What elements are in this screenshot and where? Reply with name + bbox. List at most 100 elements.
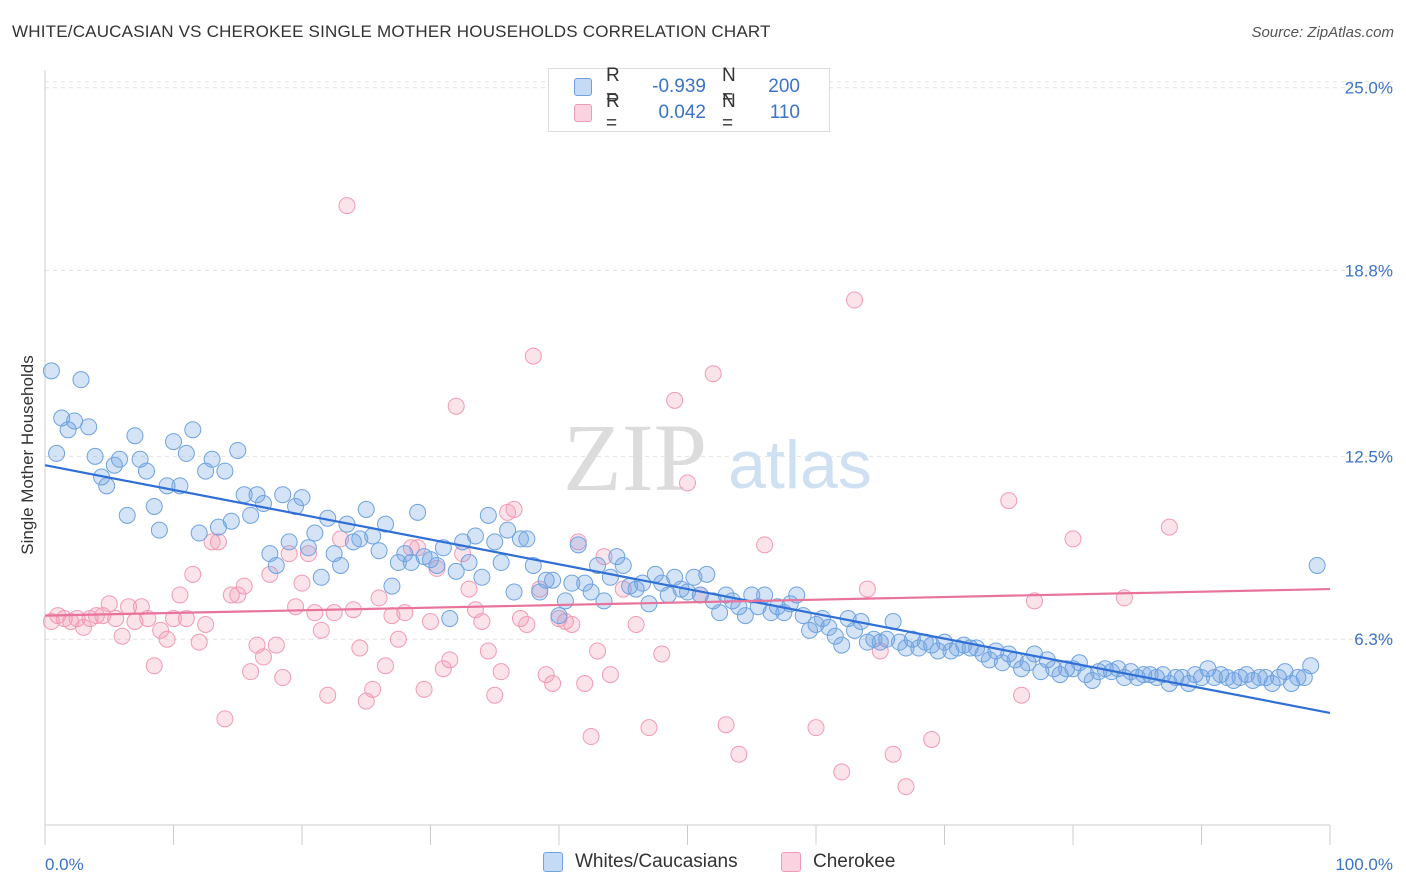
whites-point [190, 524, 208, 542]
whites-point [370, 542, 388, 560]
whites-point [267, 556, 285, 574]
cherokee-point [274, 669, 292, 687]
series-swatch-pink [781, 852, 801, 872]
cherokee-point [544, 674, 562, 692]
whites-point [280, 533, 298, 551]
whites-point [524, 556, 542, 574]
whites-point [903, 630, 921, 648]
whites-point [711, 604, 729, 622]
cherokee-point [524, 347, 542, 365]
whites-point [274, 486, 292, 504]
legend-swatch-blue [574, 78, 592, 96]
whites-point [111, 450, 129, 468]
cherokee-point [1000, 492, 1018, 510]
whites-point [1083, 671, 1101, 689]
whites-point [332, 556, 350, 574]
whites-point [627, 580, 645, 598]
whites-point [486, 533, 504, 551]
whites-point [377, 515, 395, 533]
whites-point [248, 486, 266, 504]
whites-point [980, 651, 998, 669]
series-legend-whites[interactable]: Whites/Caucasians [543, 851, 738, 873]
cherokee-point [582, 728, 600, 746]
cherokee-point [377, 657, 395, 675]
whites-point [428, 556, 446, 574]
whites-point [685, 568, 703, 586]
whites-point [563, 574, 581, 592]
cherokee-point [158, 630, 176, 648]
cherokee-point [595, 548, 613, 566]
cherokee-point [858, 580, 876, 598]
whites-point [826, 627, 844, 645]
cherokee-point [254, 648, 272, 666]
y-tick-label: 25.0% [1345, 79, 1393, 98]
cherokee-point [75, 618, 93, 636]
watermark: ZIP atlas [563, 404, 872, 511]
legend-r-value: 0.042 [658, 102, 706, 123]
cherokee-point [113, 627, 131, 645]
cherokee-point [229, 586, 247, 604]
legend-n-value: 200 [768, 76, 800, 97]
whites-point [1154, 666, 1172, 684]
whites-point [589, 556, 607, 574]
cherokee-point [434, 660, 452, 678]
legend-n-label: N = [722, 91, 736, 134]
cherokee-point [197, 615, 215, 633]
cherokee-point [332, 530, 350, 548]
cherokee-point [299, 545, 317, 563]
cherokee-point [306, 604, 324, 622]
whites-point [833, 636, 851, 654]
whites-point [569, 536, 587, 554]
cherokee-point [884, 745, 902, 763]
whites-point [460, 554, 478, 572]
cherokee-point [203, 533, 221, 551]
whites-point [242, 506, 260, 524]
whites-point [80, 418, 98, 436]
cherokee-point [537, 666, 555, 684]
legend-row-whites: R = -0.939 N = 200 [574, 65, 800, 108]
whites-point [1193, 669, 1210, 687]
series-legend-cherokee[interactable]: Cherokee [781, 851, 895, 873]
whites-point [492, 554, 510, 572]
cherokee-trend-line [44, 587, 1331, 617]
series-label-cherokee: Cherokee [813, 851, 896, 872]
whites-point [306, 524, 324, 542]
whites-point [383, 577, 401, 595]
cherokee-point [1160, 518, 1178, 536]
whites-point [544, 571, 562, 589]
whites-point [479, 506, 497, 524]
cherokee-point [640, 719, 658, 737]
cherokee-point [235, 577, 253, 595]
cherokee-point [486, 686, 504, 704]
y-tick-label: 6.3% [1354, 630, 1393, 649]
legend-row-cherokee: R = 0.042 N = 110 [574, 91, 800, 134]
series-legend: Whites/Caucasians Cherokee [0, 851, 1406, 877]
whites-point [595, 592, 613, 610]
watermark-zip: ZIP [563, 404, 707, 511]
cherokee-point [846, 291, 864, 309]
cherokee-point [447, 397, 465, 415]
cherokee-point [325, 604, 343, 622]
grid-lines [45, 81, 1395, 640]
cherokee-point [717, 716, 735, 734]
whites-point [42, 362, 60, 380]
cherokee-point [679, 474, 696, 492]
trend-lines [44, 464, 1331, 715]
whites-point [357, 500, 375, 518]
whites-point [576, 574, 594, 592]
cherokee-point [511, 610, 529, 628]
whites-point [505, 583, 523, 601]
whites-point [59, 421, 77, 439]
whites-point [1263, 674, 1281, 692]
cherokee-point [627, 615, 645, 633]
whites-point [910, 639, 928, 657]
cherokee-point [184, 565, 202, 583]
cherokee-point [389, 630, 407, 648]
series-swatch-blue [543, 852, 563, 872]
whites-point [801, 621, 819, 639]
cherokee-point [312, 621, 330, 639]
whites-point [312, 568, 330, 586]
whites-point [556, 592, 574, 610]
whites-point [820, 618, 838, 636]
legend-r-value: -0.939 [652, 76, 706, 97]
